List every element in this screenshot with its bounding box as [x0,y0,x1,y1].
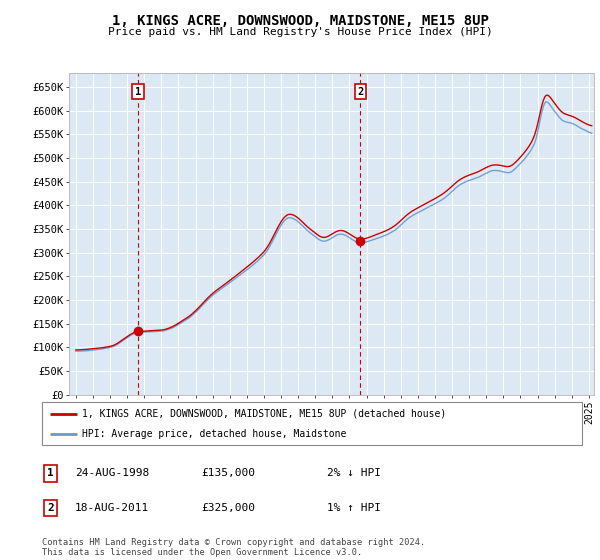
Text: 1, KINGS ACRE, DOWNSWOOD, MAIDSTONE, ME15 8UP (detached house): 1, KINGS ACRE, DOWNSWOOD, MAIDSTONE, ME1… [83,409,447,419]
Text: 1, KINGS ACRE, DOWNSWOOD, MAIDSTONE, ME15 8UP: 1, KINGS ACRE, DOWNSWOOD, MAIDSTONE, ME1… [112,14,488,28]
Text: Contains HM Land Registry data © Crown copyright and database right 2024.: Contains HM Land Registry data © Crown c… [42,538,425,547]
Text: 2: 2 [47,503,54,513]
Text: This data is licensed under the Open Government Licence v3.0.: This data is licensed under the Open Gov… [42,548,362,557]
FancyBboxPatch shape [42,402,582,445]
Text: Price paid vs. HM Land Registry's House Price Index (HPI): Price paid vs. HM Land Registry's House … [107,27,493,37]
Text: 18-AUG-2011: 18-AUG-2011 [75,503,149,513]
Text: 2% ↓ HPI: 2% ↓ HPI [327,468,381,478]
Text: HPI: Average price, detached house, Maidstone: HPI: Average price, detached house, Maid… [83,430,347,439]
Text: 1% ↑ HPI: 1% ↑ HPI [327,503,381,513]
Text: 24-AUG-1998: 24-AUG-1998 [75,468,149,478]
Text: 1: 1 [135,87,141,97]
Text: £325,000: £325,000 [201,503,255,513]
Text: 2: 2 [357,87,364,97]
Text: 1: 1 [47,468,54,478]
Text: £135,000: £135,000 [201,468,255,478]
